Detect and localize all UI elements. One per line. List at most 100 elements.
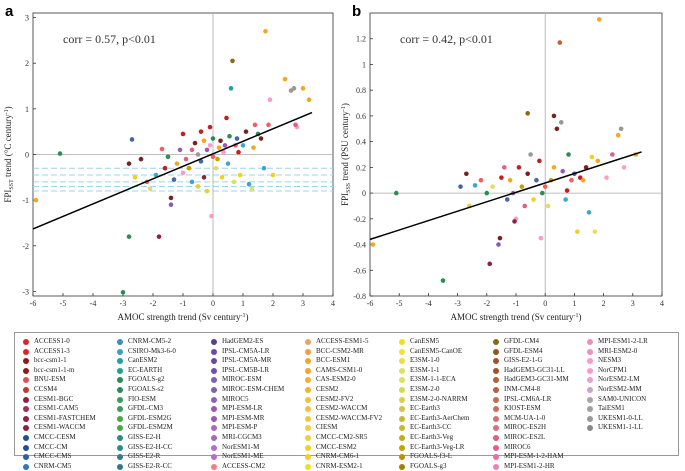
legend-marker (587, 348, 593, 355)
legend-marker (23, 415, 29, 422)
data-point (528, 152, 533, 157)
y-axis-label: FPISST trend (°C century-1) (3, 106, 15, 202)
data-point (33, 197, 39, 203)
data-point (545, 203, 551, 209)
legend-item: GFDL-CM3 (115, 404, 176, 414)
legend-item: CNRM-CM6-1 (303, 452, 382, 462)
data-point (195, 152, 201, 157)
legend-item: MPI-ESM-MR (209, 414, 284, 424)
legend-item: CCSM4 (21, 385, 96, 395)
data-point (516, 165, 522, 170)
legend-label: CESM1-FASTCHEM (34, 413, 96, 422)
legend-item: HadGEM3-GC31-LL (491, 366, 569, 376)
legend-marker (23, 434, 29, 441)
legend-marker (399, 463, 405, 470)
legend-marker (493, 434, 499, 441)
legend-marker (399, 434, 405, 441)
data-point (210, 136, 216, 141)
legend-marker (117, 415, 123, 422)
legend-label: FGOALS-s2 (128, 384, 164, 393)
y-tick-label: 0.8 (356, 86, 366, 95)
legend-item: NorESM1-ME (209, 452, 284, 462)
legend-item: E3SM-1-1 (397, 366, 469, 376)
legend-marker (23, 358, 29, 365)
legend-label: bcc-csm1-1 (34, 356, 67, 365)
legend-marker (23, 463, 29, 470)
regression-line (369, 151, 642, 241)
legend-item: MIROC-ESM (209, 375, 284, 385)
legend-marker (305, 386, 311, 393)
data-point (126, 234, 132, 239)
legend-marker (587, 406, 593, 413)
x-tick-label: -6 (30, 299, 37, 308)
legend-item: bcc-csm1-1-m (21, 366, 96, 376)
legend-marker (399, 425, 405, 432)
legend-item: CanESM5-CanOE (397, 347, 469, 357)
legend-item: MRI-CGCM3 (209, 433, 284, 443)
legend-label: TaiESM1 (598, 404, 625, 413)
legend-label: NorCPM1 (598, 365, 628, 374)
data-point (566, 152, 571, 157)
data-point (293, 122, 298, 128)
legend-label: CSIRO-Mk3-6-0 (128, 346, 176, 355)
legend-column: MPI-ESM1-2-LR MRI-ESM2-0 NESM3 NorCPM1 NorES… (585, 337, 648, 433)
legend-marker (117, 444, 123, 451)
data-point (174, 161, 180, 166)
legend-item: TaiESM1 (585, 404, 648, 414)
legend-label: CESM1-BGC (34, 394, 74, 403)
legend-marker (493, 415, 499, 422)
legend-item: MIROC5 (209, 395, 284, 405)
legend-item: CESM2 (303, 385, 382, 395)
legend-marker (211, 406, 217, 413)
legend-label: CanESM5-CanOE (410, 346, 463, 355)
legend-column: CanESM5 CanESM5-CanOE E3SM-1-0 E3SM-1-1 E3SM… (397, 337, 469, 471)
legend-marker (493, 463, 499, 470)
legend-marker (493, 425, 499, 432)
legend-label: IPSL-CM5B-LR (222, 365, 270, 374)
data-point (551, 165, 557, 170)
data-point (224, 115, 229, 121)
legend-label: E3SM-1-1 (410, 365, 440, 374)
data-point (595, 158, 601, 164)
data-point (156, 234, 162, 239)
y-tick-label: 1 (25, 105, 29, 114)
data-point (496, 242, 501, 247)
legend-marker (493, 454, 499, 461)
legend-item: NorESM2-MM (585, 385, 648, 395)
data-point (534, 177, 539, 183)
data-point (228, 86, 234, 91)
data-point (558, 120, 564, 125)
legend-label: MPI-ESM-P (222, 423, 258, 432)
legend-label: MPI-ESM-1-2-HAM (504, 452, 564, 461)
legend-item: CanESM5 (397, 337, 469, 347)
data-point (270, 172, 276, 178)
legend-item: MPI-ESM-1-2-HAM (491, 452, 569, 462)
data-point (266, 122, 271, 128)
data-point (522, 203, 528, 209)
data-point (57, 151, 63, 156)
legend-item: CMCC-CMS (21, 452, 96, 462)
data-point (300, 86, 306, 91)
legend-label: EC-EARTH (128, 365, 163, 374)
legend-marker (305, 454, 311, 461)
data-point (507, 177, 513, 183)
legend-item: CNRM-CM5-2 (115, 337, 176, 347)
data-point (204, 188, 210, 194)
legend-marker (493, 377, 499, 384)
legend-label: CMCC-ESM2 (316, 442, 357, 451)
legend-item: KIOST-ESM (491, 404, 569, 414)
data-point (610, 152, 615, 157)
legend-label: NorESM1-ME (222, 452, 264, 461)
x-tick-label: 4 (660, 299, 664, 308)
legend-marker (305, 367, 311, 374)
data-point (604, 175, 609, 180)
legend-label: FGOALS-g3 (410, 461, 447, 470)
legend-label: BCC-ESM1 (316, 356, 351, 365)
legend-label: MCM-UA-1-0 (504, 413, 546, 422)
legend-marker (211, 425, 217, 432)
legend-marker (117, 339, 123, 345)
x-tick-label: 0 (543, 299, 547, 308)
x-tick-label: 1 (572, 299, 576, 308)
legend-label: HadGEM3-GC31-LL (504, 365, 565, 374)
legend-label: HadGEM3-GC31-MM (504, 375, 569, 384)
